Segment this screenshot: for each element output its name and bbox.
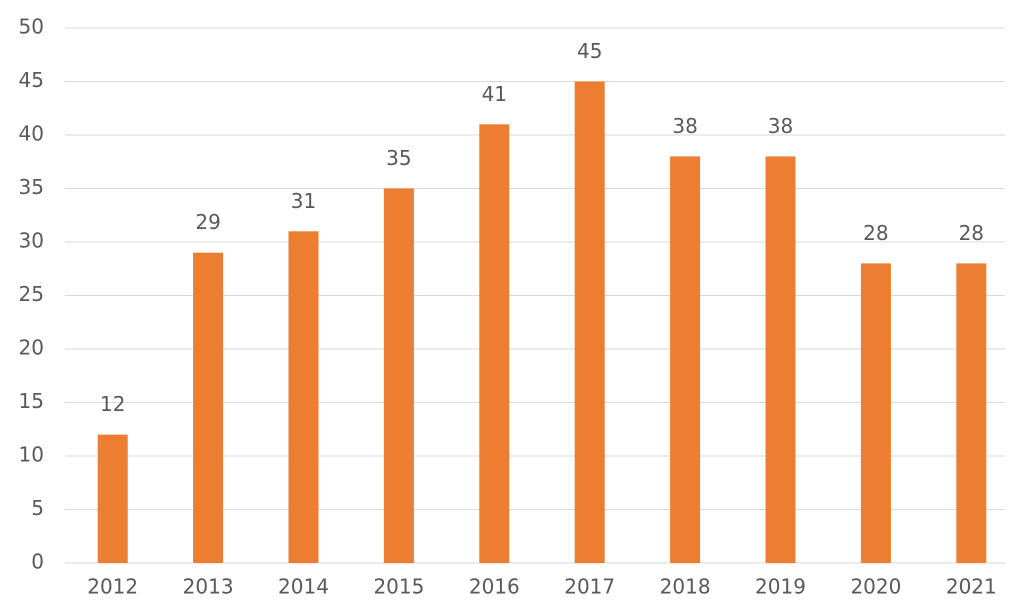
x-tick-label: 2017 xyxy=(564,575,615,599)
bar xyxy=(383,188,414,563)
bar xyxy=(670,156,701,563)
x-tick-label: 2018 xyxy=(660,575,711,599)
x-tick-label: 2021 xyxy=(946,575,997,599)
x-tick-label: 2019 xyxy=(755,575,806,599)
data-label: 38 xyxy=(672,114,697,138)
bar xyxy=(479,124,510,564)
y-tick-label: 10 xyxy=(19,443,44,467)
data-label: 35 xyxy=(386,146,411,170)
bar xyxy=(97,434,128,563)
data-label: 31 xyxy=(291,189,316,213)
y-tick-label: 5 xyxy=(31,496,44,520)
x-tick-label: 2012 xyxy=(87,575,138,599)
y-tick-label: 0 xyxy=(31,550,44,574)
y-tick-label: 15 xyxy=(19,389,44,413)
data-label: 28 xyxy=(863,221,888,245)
y-tick-label: 50 xyxy=(19,15,44,39)
bar xyxy=(956,263,987,563)
x-tick-label: 2013 xyxy=(183,575,234,599)
bar xyxy=(860,263,891,563)
data-label: 29 xyxy=(195,210,220,234)
x-tick-label: 2015 xyxy=(373,575,424,599)
bar xyxy=(574,81,605,563)
data-label: 45 xyxy=(577,39,602,63)
data-label: 41 xyxy=(482,82,507,106)
data-label: 38 xyxy=(768,114,793,138)
bar xyxy=(765,156,796,563)
data-label: 28 xyxy=(959,221,984,245)
x-tick-label: 2020 xyxy=(850,575,901,599)
y-tick-label: 45 xyxy=(19,68,44,92)
y-tick-label: 40 xyxy=(19,122,44,146)
x-tick-label: 2016 xyxy=(469,575,520,599)
bar xyxy=(193,252,224,563)
y-tick-label: 25 xyxy=(19,282,44,306)
y-tick-label: 30 xyxy=(19,229,44,253)
data-label: 12 xyxy=(100,392,125,416)
y-tick-label: 35 xyxy=(19,175,44,199)
bar xyxy=(288,231,319,564)
y-tick-label: 20 xyxy=(19,336,44,360)
x-tick-label: 2014 xyxy=(278,575,329,599)
